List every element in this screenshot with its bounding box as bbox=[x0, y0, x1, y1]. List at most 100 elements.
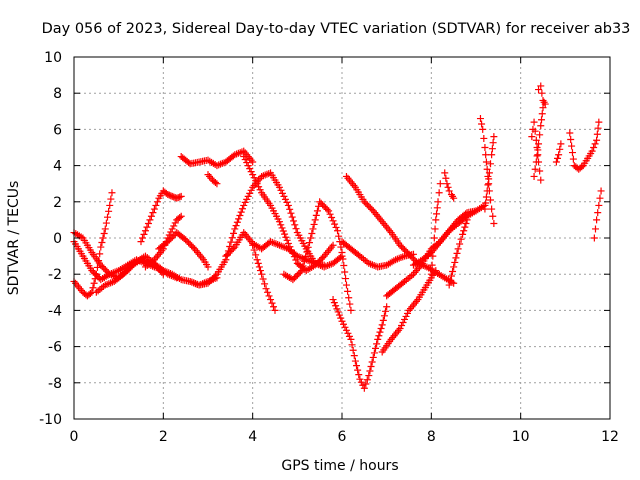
data-point bbox=[328, 213, 336, 221]
data-point bbox=[240, 153, 248, 161]
data-point bbox=[365, 202, 373, 210]
data-point bbox=[143, 223, 151, 231]
data-point bbox=[232, 222, 240, 230]
data-point bbox=[490, 220, 498, 228]
data-point bbox=[342, 275, 350, 283]
data-point bbox=[593, 216, 601, 224]
data-point bbox=[271, 306, 279, 314]
data-point bbox=[168, 233, 176, 241]
data-point bbox=[401, 246, 409, 254]
data-point bbox=[279, 227, 287, 235]
data-point bbox=[177, 212, 185, 220]
data-point bbox=[227, 238, 235, 246]
data-point bbox=[456, 240, 464, 248]
data-point bbox=[325, 207, 333, 215]
data-point bbox=[555, 151, 563, 159]
x-tick-label: 12 bbox=[601, 429, 619, 445]
data-point bbox=[557, 140, 565, 148]
data-point bbox=[434, 198, 442, 206]
data-point bbox=[484, 181, 492, 189]
data-point bbox=[99, 234, 107, 242]
data-point bbox=[597, 187, 605, 195]
data-point bbox=[347, 306, 355, 314]
data-point bbox=[485, 175, 493, 183]
data-point bbox=[290, 217, 298, 225]
data-point bbox=[463, 216, 471, 224]
data-point bbox=[441, 169, 449, 177]
data-point bbox=[398, 243, 406, 251]
data-point bbox=[344, 287, 352, 295]
data-point bbox=[170, 232, 178, 240]
data-point bbox=[340, 262, 348, 270]
data-point bbox=[590, 144, 598, 151]
data-point bbox=[225, 249, 233, 257]
data-point bbox=[450, 194, 458, 202]
data-point bbox=[531, 127, 539, 135]
data-point bbox=[433, 204, 441, 212]
y-axis-label: SDTVAR / TECUs bbox=[6, 181, 22, 296]
data-point bbox=[97, 261, 105, 269]
data-point bbox=[539, 104, 547, 112]
data-point bbox=[249, 158, 257, 166]
y-tick-label: 4 bbox=[53, 159, 62, 175]
data-point bbox=[303, 248, 311, 256]
data-point bbox=[462, 220, 470, 228]
data-point bbox=[345, 294, 353, 302]
data-point bbox=[98, 263, 106, 271]
data-point bbox=[330, 299, 338, 307]
data-point bbox=[292, 256, 300, 264]
data-point bbox=[284, 201, 292, 209]
data-point bbox=[540, 98, 548, 106]
data-point bbox=[290, 274, 298, 282]
data-point bbox=[459, 230, 467, 238]
data-point bbox=[167, 235, 175, 243]
data-point bbox=[342, 281, 350, 289]
data-point bbox=[292, 225, 300, 233]
data-point bbox=[290, 253, 298, 261]
data-point bbox=[366, 367, 374, 375]
data-point bbox=[305, 239, 313, 247]
y-tick-label: 0 bbox=[53, 231, 62, 247]
data-point bbox=[249, 241, 257, 249]
data-point bbox=[533, 152, 541, 160]
data-point bbox=[293, 271, 301, 279]
data-point bbox=[443, 180, 451, 188]
data-point bbox=[235, 215, 243, 223]
data-point bbox=[275, 218, 283, 226]
data-point bbox=[442, 174, 450, 182]
data-point bbox=[350, 352, 358, 360]
data-point bbox=[535, 158, 543, 166]
data-point bbox=[537, 176, 545, 184]
data-point bbox=[355, 371, 363, 379]
data-point bbox=[86, 290, 94, 298]
data-point bbox=[347, 335, 355, 343]
data-point bbox=[596, 194, 604, 202]
data-point bbox=[207, 276, 215, 284]
data-point bbox=[211, 178, 219, 186]
data-point bbox=[345, 332, 353, 340]
data-point bbox=[594, 209, 602, 217]
data-point bbox=[431, 225, 439, 233]
data-point bbox=[268, 299, 276, 307]
data-point bbox=[530, 118, 538, 126]
data-point bbox=[348, 341, 356, 349]
data-point bbox=[176, 193, 184, 201]
data-point bbox=[396, 241, 404, 249]
data-point bbox=[444, 183, 452, 191]
data-point bbox=[210, 273, 218, 281]
data-points bbox=[70, 82, 605, 392]
data-point bbox=[265, 292, 273, 300]
data-point bbox=[341, 268, 349, 276]
data-point bbox=[446, 277, 454, 285]
data-point bbox=[280, 192, 288, 200]
data-point bbox=[283, 198, 291, 206]
data-point bbox=[432, 267, 440, 275]
data-point bbox=[250, 174, 258, 182]
data-point bbox=[319, 201, 327, 209]
data-point bbox=[323, 205, 331, 213]
data-point bbox=[253, 180, 261, 188]
data-point bbox=[595, 118, 603, 126]
data-point bbox=[476, 115, 484, 123]
data-point bbox=[368, 358, 376, 366]
